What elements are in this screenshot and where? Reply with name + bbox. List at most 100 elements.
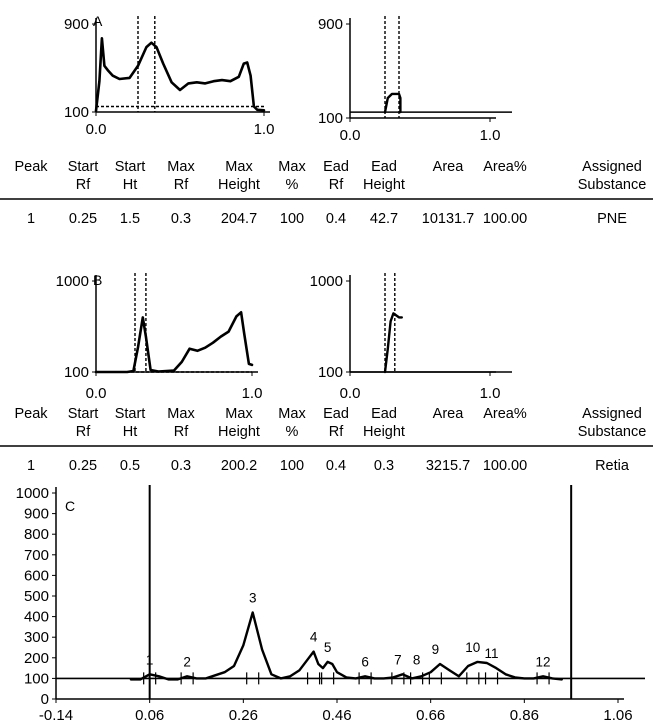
peak-marker [143, 672, 157, 685]
peak-marker [246, 672, 260, 685]
peak-label: 12 [536, 654, 551, 669]
table-header: Ead [371, 159, 397, 175]
peak-marker [410, 672, 424, 685]
x-tick-label: 0.0 [86, 385, 107, 402]
y-tick-label: 100 [318, 110, 343, 127]
table-header: Ht [123, 177, 138, 193]
table-cell: 0.3 [171, 211, 191, 227]
peak-label: 7 [394, 652, 402, 667]
table-header: Max [167, 159, 195, 175]
x-tick-label: 0.86 [510, 707, 539, 723]
table-cell: 200.2 [221, 458, 257, 474]
panel-a-full-chromatogram: 900 1000.0 1.0 [64, 16, 274, 138]
x-tick-label: 1.06 [603, 707, 632, 723]
table-header: % [286, 424, 299, 440]
table-cell: 0.4 [326, 211, 346, 227]
table-cell: 3215.7 [426, 458, 470, 474]
y-tick-label: 100 [24, 670, 49, 687]
table-header: Max [225, 159, 253, 175]
table-cell: 0.25 [69, 458, 97, 474]
y-tick-label: 900 [24, 506, 49, 523]
table-header: Rf [76, 177, 91, 193]
table-header: Rf [329, 424, 344, 440]
series-line [94, 310, 254, 374]
x-tick-label: 0.66 [416, 707, 445, 723]
panel-b-full-chromatogram: 1000 100 0.0 1.0 [56, 273, 263, 402]
table-header: Start [115, 406, 146, 422]
table-header: Rf [76, 424, 91, 440]
table-header: Rf [174, 177, 189, 193]
panel-a-label: A [93, 13, 103, 29]
x-tick-label: 0.0 [340, 385, 361, 402]
table-cell: Retia [595, 458, 630, 474]
table-header: Substance [578, 424, 647, 440]
peak-label: 8 [413, 652, 421, 667]
y-tick-label: 1000 [310, 273, 343, 290]
table-header: Start [68, 406, 99, 422]
table-cell: 0.5 [120, 458, 140, 474]
table-cell: 204.7 [221, 211, 257, 227]
series-line [129, 611, 563, 681]
x-tick-label: 0.0 [340, 127, 361, 144]
table-cell: 100 [280, 211, 304, 227]
peak-marker [536, 672, 550, 685]
table-header: Ead [323, 406, 349, 422]
table-header: Max [278, 406, 306, 422]
table-cell: 42.7 [370, 211, 398, 227]
panel-a-peak-table: Peak Start Rf Start Ht Max Rf Max Height Max% Ead R… [0, 159, 653, 227]
peak-marker [466, 672, 480, 685]
table-header: Ead [371, 406, 397, 422]
table-header: Height [218, 177, 260, 193]
peak-label: 11 [485, 646, 499, 661]
table-cell: 10131.7 [422, 211, 474, 227]
panel-b-label: B [93, 272, 102, 288]
y-tick-label: 700 [24, 547, 49, 564]
table-cell: PNE [597, 211, 627, 227]
series-line [383, 312, 403, 374]
x-tick-label: 0.0 [86, 121, 107, 138]
y-tick-label: 100 [318, 364, 343, 381]
y-tick-label: 400 [24, 609, 49, 626]
series-line [94, 36, 266, 113]
peak-label: 9 [432, 642, 440, 657]
table-header: Area [433, 159, 465, 175]
peak-label: 4 [310, 630, 318, 645]
peak-label: 5 [324, 640, 332, 655]
peak-marker [321, 672, 335, 685]
table-header: Max [167, 406, 195, 422]
table-header: Peak [14, 159, 48, 175]
x-tick-label: 0.06 [135, 707, 164, 723]
table-header: Max [225, 406, 253, 422]
peak-marker [484, 672, 499, 685]
y-tick-label: 0 [41, 691, 49, 708]
table-header: Ht [123, 424, 138, 440]
panel-a-peak-chromatogram: 900 1000.0 1.0 [318, 16, 512, 144]
table-cell: 100.00 [483, 211, 527, 227]
table-cell: 1 [27, 458, 35, 474]
table-header: Assigned [582, 406, 642, 422]
peak-marker [358, 672, 372, 685]
x-tick-label: 1.0 [480, 127, 501, 144]
panel-c-label: C [65, 498, 75, 514]
x-tick-label: 0.26 [229, 707, 258, 723]
table-header: Area% [483, 159, 527, 175]
x-tick-label: 0.46 [322, 707, 351, 723]
table-cell: 0.4 [326, 458, 346, 474]
peak-label: 1 [146, 652, 154, 667]
x-tick-label: -0.14 [39, 707, 73, 723]
table-cell: 1 [27, 211, 35, 227]
table-header: Substance [578, 177, 647, 193]
table-header: % [286, 177, 299, 193]
y-tick-label: 1000 [16, 485, 49, 502]
table-header: Max [278, 159, 306, 175]
peak-marker [428, 672, 442, 685]
table-cell: 0.25 [69, 211, 97, 227]
y-tick-label: 600 [24, 567, 49, 584]
table-header: Start [115, 159, 146, 175]
peak-label: 2 [183, 654, 191, 669]
table-header: Height [363, 177, 405, 193]
x-tick-label: 1.0 [242, 385, 263, 402]
y-tick-label: 200 [24, 650, 49, 667]
